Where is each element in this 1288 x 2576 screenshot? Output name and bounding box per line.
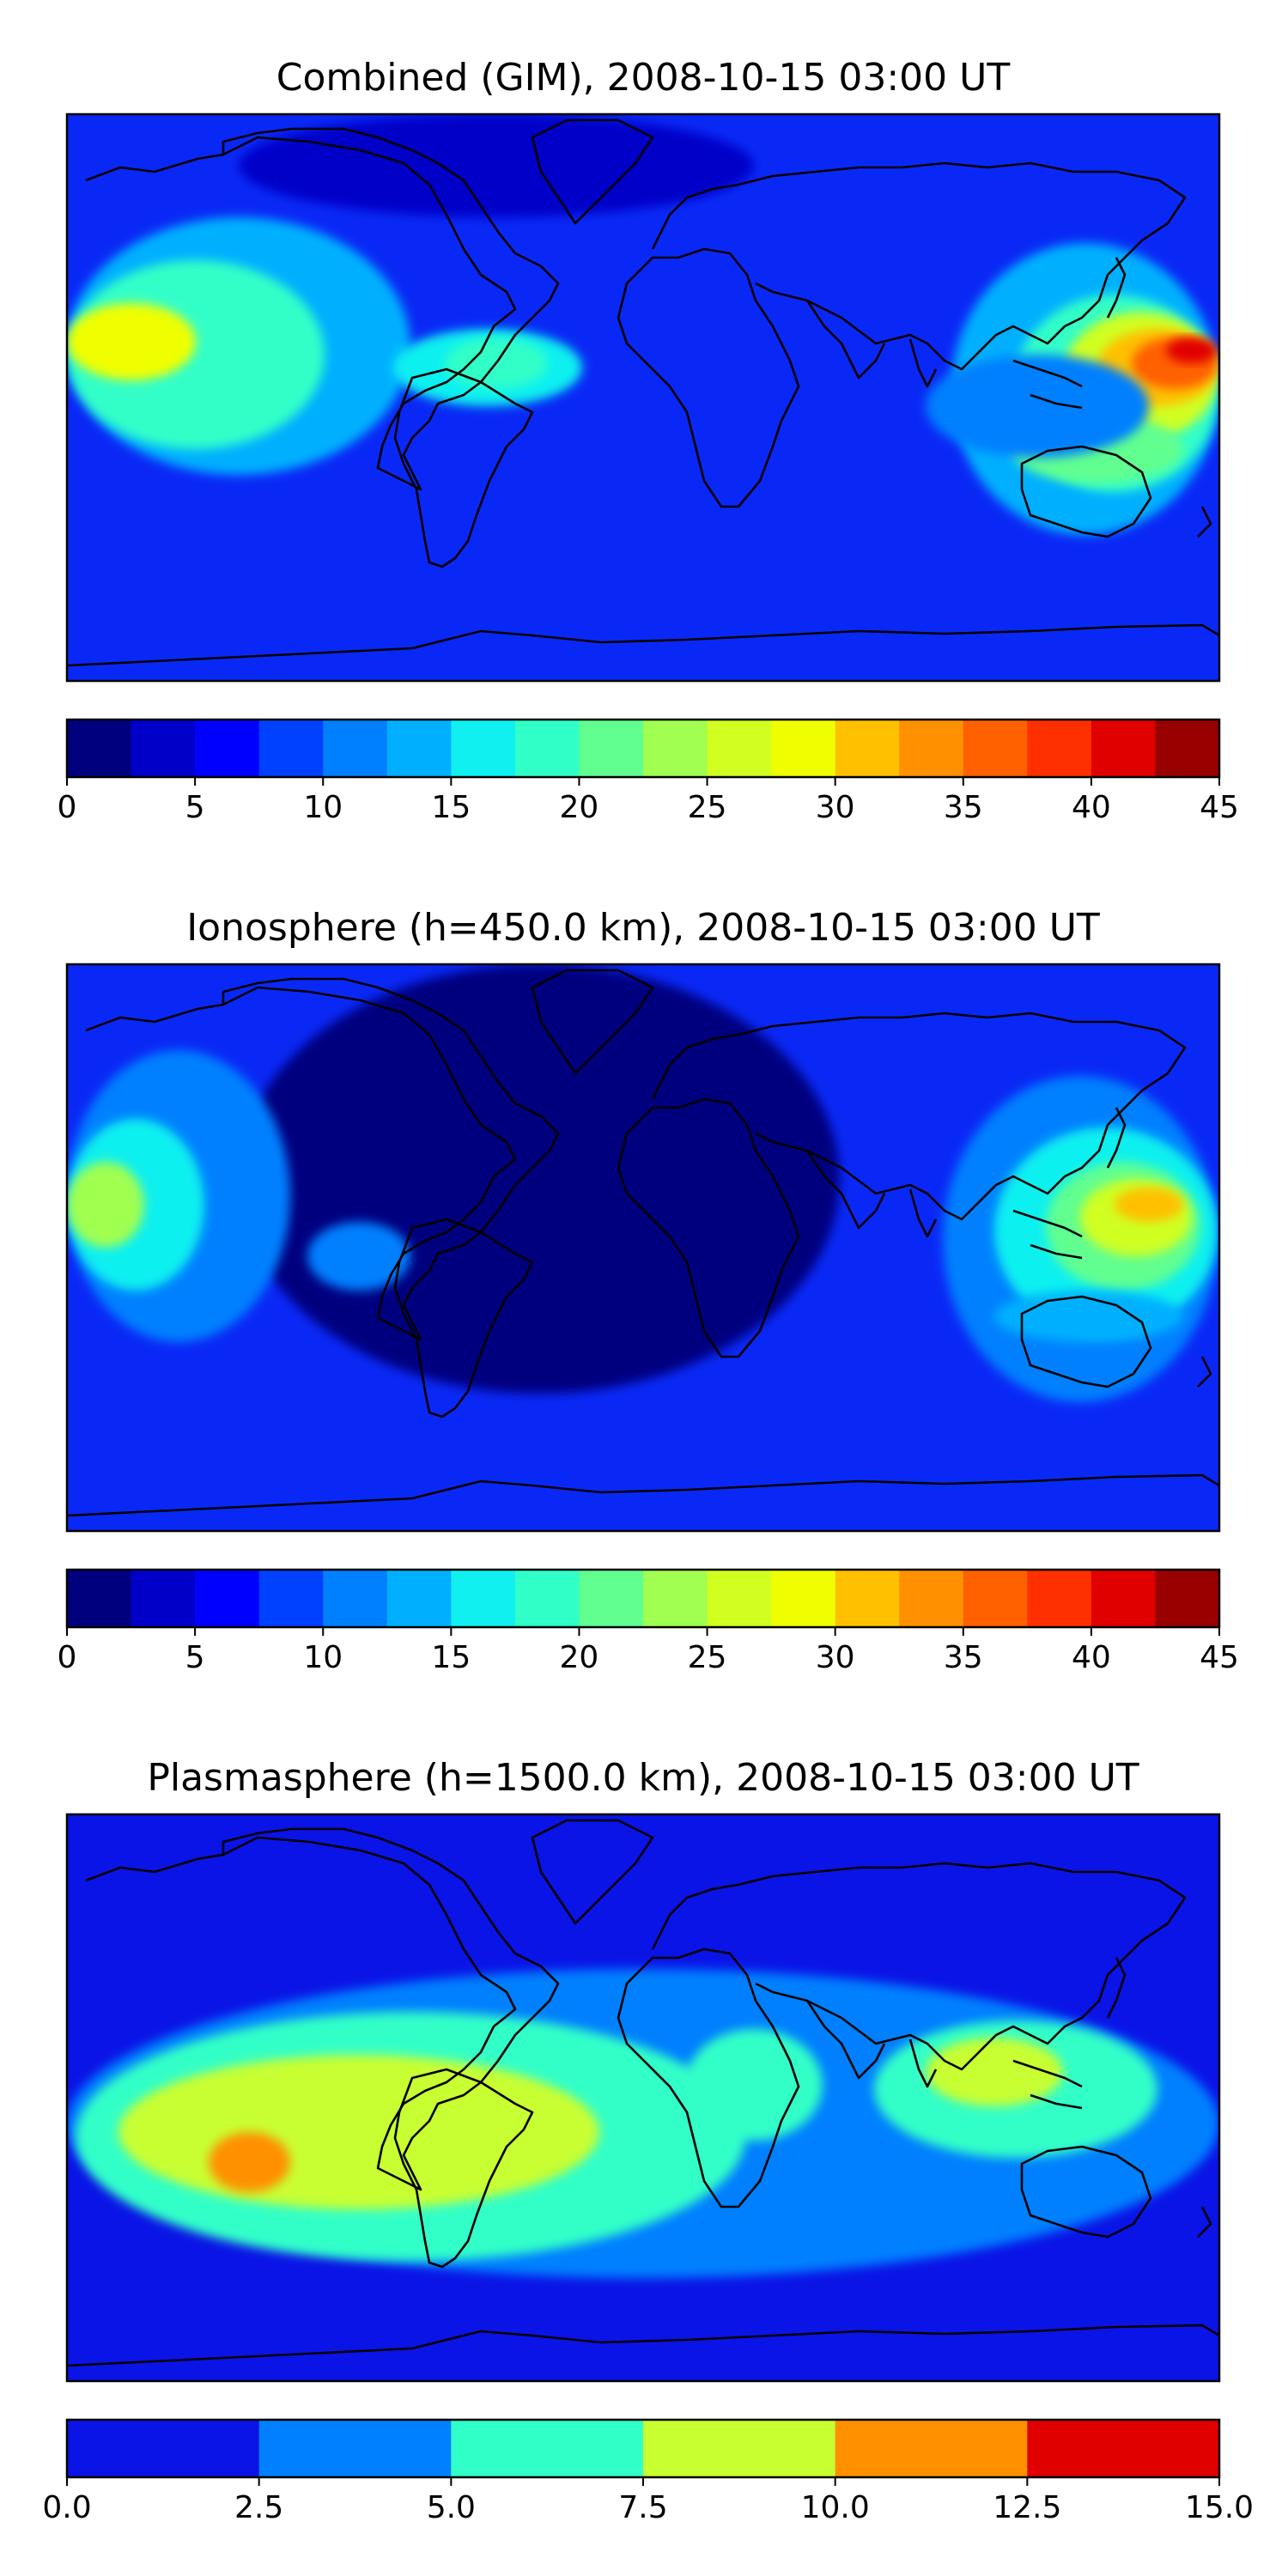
colorbar-tick-label: 30 bbox=[816, 790, 855, 825]
colorbar-segment bbox=[67, 2420, 260, 2477]
colorbar-segment bbox=[195, 1570, 260, 1627]
colorbar-segment bbox=[1027, 720, 1092, 777]
colorbar-tick-label: 30 bbox=[816, 1640, 855, 1675]
colorbar-segment bbox=[1027, 2420, 1220, 2477]
colorbar-segment bbox=[67, 1570, 132, 1627]
panel-3: Plasmasphere (h=1500.0 km), 2008-10-15 0… bbox=[42, 1756, 1254, 2525]
contour-region bbox=[118, 2055, 599, 2209]
panel-2: Ionosphere (h=450.0 km), 2008-10-15 03:0… bbox=[58, 906, 1239, 1675]
colorbar-tick-label: 10 bbox=[303, 1640, 343, 1675]
colorbar-segment bbox=[579, 720, 644, 777]
colorbar-segment bbox=[899, 1570, 964, 1627]
contour-region bbox=[67, 303, 196, 380]
colorbar: 0 5 10 15 20 25 30 35 40 45 bbox=[58, 718, 1239, 825]
colorbar-segment bbox=[963, 1570, 1028, 1627]
colorbar-tick-label: 7.5 bbox=[618, 2490, 667, 2525]
tec-map bbox=[67, 964, 1219, 1531]
colorbar-tick-label: 15 bbox=[431, 790, 471, 825]
map-frame bbox=[65, 112, 1221, 683]
colorbar-segment bbox=[451, 1570, 516, 1627]
colorbar-segment bbox=[771, 1570, 836, 1627]
colorbar-segment bbox=[579, 1570, 644, 1627]
panel-1: Combined (GIM), 2008-10-15 03:00 UT 0 5 10 1… bbox=[58, 56, 1239, 825]
contour-region bbox=[685, 2029, 823, 2141]
contour-region bbox=[926, 355, 1149, 458]
colorbar-segment bbox=[1091, 1570, 1157, 1627]
colorbar-tick-label: 20 bbox=[560, 1640, 599, 1675]
colorbar-segment bbox=[323, 1570, 388, 1627]
colorbar-segment bbox=[835, 1570, 900, 1627]
colorbar-segment bbox=[771, 720, 836, 777]
colorbar-tick-label: 10.0 bbox=[801, 2490, 870, 2525]
colorbar-segment bbox=[386, 720, 452, 777]
colorbar-segment bbox=[835, 720, 900, 777]
colorbar-segment bbox=[643, 1570, 708, 1627]
colorbar-tick-label: 40 bbox=[1072, 790, 1111, 825]
colorbar-tick-label: 12.5 bbox=[993, 2490, 1061, 2525]
tec-map bbox=[67, 1814, 1219, 2381]
colorbar-segment bbox=[835, 2420, 1028, 2477]
colorbar-segment bbox=[258, 2420, 452, 2477]
colorbar-tick-label: 20 bbox=[560, 790, 599, 825]
colorbar-segment bbox=[963, 720, 1028, 777]
colorbar-segment bbox=[451, 2420, 644, 2477]
colorbar-tick-label: 2.5 bbox=[234, 2490, 283, 2525]
colorbar-tick-label: 35 bbox=[944, 1640, 983, 1675]
colorbar-tick-label: 45 bbox=[1200, 790, 1239, 825]
contour-region bbox=[1166, 337, 1218, 363]
colorbar-tick-label: 0.0 bbox=[42, 2490, 91, 2525]
colorbar: 0.0 2.5 5.0 7.5 10.0 12.5 15.0 bbox=[42, 2418, 1254, 2525]
colorbar-segment bbox=[323, 720, 388, 777]
colorbar-tick-label: 5 bbox=[185, 1640, 205, 1675]
colorbar-segment bbox=[258, 1570, 324, 1627]
panel-title: Ionosphere (h=450.0 km), 2008-10-15 03:0… bbox=[186, 906, 1100, 950]
colorbar: 0 5 10 15 20 25 30 35 40 45 bbox=[58, 1568, 1239, 1675]
colorbar-tick-label: 25 bbox=[688, 1640, 727, 1675]
colorbar-tick-label: 5.0 bbox=[427, 2490, 476, 2525]
colorbar-segment bbox=[1091, 720, 1157, 777]
colorbar-segment bbox=[643, 2420, 836, 2477]
colorbar-segment bbox=[258, 720, 324, 777]
colorbar-tick-label: 10 bbox=[303, 790, 343, 825]
colorbar-tick-label: 5 bbox=[185, 790, 205, 825]
contour-region bbox=[1115, 1188, 1183, 1222]
colorbar-segment bbox=[514, 720, 580, 777]
colorbar-tick-label: 25 bbox=[688, 790, 727, 825]
colorbar-segment bbox=[1155, 1570, 1220, 1627]
panel-title: Combined (GIM), 2008-10-15 03:00 UT bbox=[276, 56, 1011, 100]
colorbar-segment bbox=[514, 1570, 580, 1627]
contour-region bbox=[67, 1162, 144, 1248]
colorbar-tick-label: 35 bbox=[944, 790, 983, 825]
colorbar-tick-label: 40 bbox=[1072, 1640, 1111, 1675]
contour-region bbox=[209, 2132, 290, 2192]
colorbar-segment bbox=[899, 720, 964, 777]
colorbar-tick-label: 15.0 bbox=[1185, 2490, 1254, 2525]
colorbar-segment bbox=[1155, 720, 1220, 777]
colorbar-segment bbox=[707, 720, 772, 777]
contour-region bbox=[307, 1222, 410, 1291]
colorbar-segment bbox=[386, 1570, 452, 1627]
colorbar-tick-label: 45 bbox=[1200, 1640, 1239, 1675]
panel-title: Plasmasphere (h=1500.0 km), 2008-10-15 0… bbox=[147, 1756, 1139, 1800]
tec-map bbox=[67, 114, 1219, 681]
contour-region bbox=[239, 964, 840, 1394]
contour-region bbox=[239, 114, 754, 217]
colorbar-tick-label: 0 bbox=[58, 790, 77, 825]
colorbar-segment bbox=[195, 720, 260, 777]
map-frame bbox=[65, 1813, 1221, 2383]
colorbar-segment bbox=[707, 1570, 772, 1627]
colorbar-frame bbox=[65, 718, 1221, 779]
colorbar-segment bbox=[131, 720, 196, 777]
colorbar-tick-label: 15 bbox=[431, 1640, 471, 1675]
colorbar-segment bbox=[131, 1570, 196, 1627]
map-frame bbox=[65, 963, 1221, 1533]
colorbar-segment bbox=[451, 720, 516, 777]
colorbar-segment bbox=[67, 720, 132, 777]
colorbar-frame bbox=[65, 1568, 1221, 1629]
contour-region bbox=[926, 2038, 1063, 2106]
colorbar-tick-label: 0 bbox=[58, 1640, 77, 1675]
colorbar-segment bbox=[1027, 1570, 1092, 1627]
colorbar-segment bbox=[643, 720, 708, 777]
